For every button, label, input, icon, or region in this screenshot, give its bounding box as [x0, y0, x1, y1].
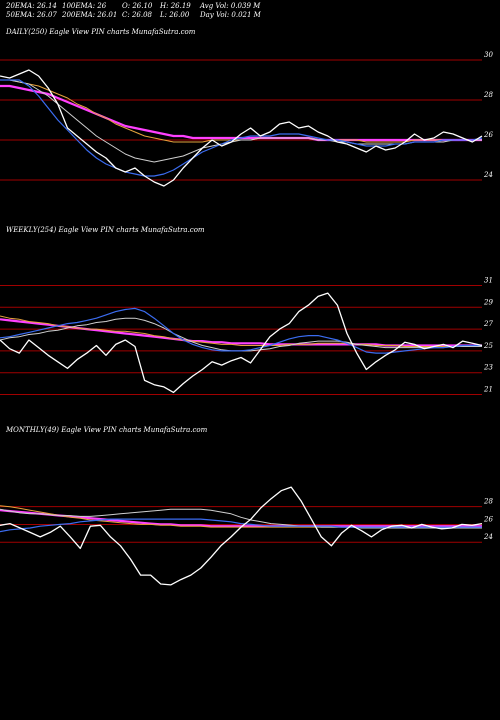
- monthly-ema50-line: [0, 508, 482, 529]
- low-readout: L: 26.00: [160, 11, 190, 19]
- ema50-readout: 50EMA: 26.07: [6, 11, 57, 19]
- daily-ema20-line: [0, 79, 483, 177]
- weekly-y-tick-label: 25: [483, 342, 493, 350]
- monthly-y-tick-label: 24: [483, 533, 493, 541]
- daily-y-tick-label: 28: [483, 91, 493, 99]
- weekly-y-tick-label: 23: [483, 364, 493, 372]
- monthly-ema200-line: [0, 509, 482, 528]
- ema20-readout: 20EMA: 26.14: [6, 2, 57, 10]
- monthly-price-line: [0, 486, 483, 586]
- day-vol-readout: Day Vol: 0.021 M: [200, 11, 261, 19]
- weekly-y-tick-label: 27: [483, 320, 493, 328]
- ema100-readout: 100EMA: 26: [62, 2, 107, 10]
- weekly-y-tick-label: 21: [483, 386, 493, 394]
- close-readout: C: 26.08: [122, 11, 152, 19]
- weekly-panel-title: WEEKLY(254) Eagle View PIN charts Munafa…: [6, 226, 205, 234]
- weekly-y-tick-label: 29: [483, 298, 493, 306]
- daily-panel-title: DAILY(250) Eagle View PIN charts MunafaS…: [6, 28, 196, 36]
- weekly-price-line: [0, 292, 483, 394]
- weekly-panel: 31 29 27 25 23 21: [0, 276, 493, 396]
- ema200-readout: 200EMA: 26.01: [62, 11, 118, 19]
- weekly-y-tick-label: 31: [484, 276, 493, 284]
- monthly-ema20-line: [0, 518, 482, 533]
- daily-ema50-line: [0, 79, 482, 163]
- weekly-ema100-line: [0, 315, 482, 347]
- daily-y-tick-label: 24: [483, 171, 493, 179]
- daily-price-line: [0, 69, 483, 187]
- avg-vol-readout: Avg Vol: 0.039 M: [200, 2, 261, 10]
- monthly-y-tick-label: 26: [483, 515, 493, 523]
- daily-y-tick-label: 30: [484, 51, 493, 59]
- daily-panel: 30 28 26 24: [0, 51, 493, 187]
- high-readout: H: 26.19: [160, 2, 191, 10]
- monthly-panel-title: MONTHLY(49) Eagle View PIN charts Munafa…: [6, 426, 208, 434]
- monthly-panel: 28 26 24: [0, 486, 493, 586]
- daily-y-tick-label: 26: [483, 131, 493, 139]
- weekly-ema20-line: [0, 307, 482, 354]
- monthly-y-tick-label: 28: [483, 498, 493, 506]
- open-readout: O: 26.10: [122, 2, 153, 10]
